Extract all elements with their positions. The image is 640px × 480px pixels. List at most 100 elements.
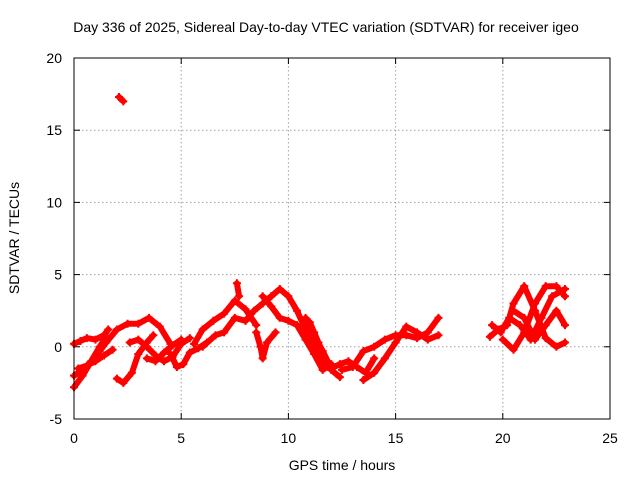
y-tick-label: 10 <box>46 194 62 210</box>
data-point <box>190 339 199 348</box>
data-point <box>305 318 314 327</box>
y-tick-label: 5 <box>54 267 62 283</box>
data-point <box>552 306 561 315</box>
data-series <box>142 335 186 366</box>
data-point <box>318 365 327 374</box>
data-point <box>314 338 323 347</box>
data-point <box>520 328 529 337</box>
data-point <box>370 368 379 377</box>
data-point <box>267 302 276 311</box>
data-point <box>560 292 569 301</box>
data-point <box>530 335 539 344</box>
data-point <box>275 313 284 322</box>
data-point <box>250 306 259 315</box>
data-point <box>160 357 169 366</box>
data-point <box>541 334 550 343</box>
data-point <box>301 313 310 322</box>
data-point <box>292 321 301 330</box>
data-series <box>190 296 261 348</box>
data-point <box>310 350 319 359</box>
x-tick-label: 10 <box>281 430 297 446</box>
x-axis-label: GPS time / hours <box>289 457 396 473</box>
data-point <box>552 282 561 291</box>
data-point <box>252 321 261 330</box>
data-point <box>232 279 241 288</box>
data-point <box>267 292 276 301</box>
data-point <box>509 345 518 354</box>
data-point <box>380 335 389 344</box>
y-tick-label: 15 <box>46 122 62 138</box>
data-point <box>145 313 154 322</box>
data-point <box>151 357 160 366</box>
data-point <box>241 316 250 325</box>
data-series <box>252 328 280 363</box>
data-point <box>530 299 539 308</box>
series-line <box>339 314 442 373</box>
data-point <box>338 365 346 374</box>
data-point <box>275 285 284 294</box>
data-point <box>541 282 550 291</box>
ticks: 0 5 10 15 20 25 -5 0 5 10 15 20 <box>46 50 618 446</box>
data-point <box>505 313 514 322</box>
data-point <box>112 374 121 383</box>
data-point <box>123 319 132 328</box>
data-point <box>335 360 344 369</box>
data-point <box>560 321 569 330</box>
data-point <box>560 338 569 347</box>
data-point <box>166 350 175 359</box>
data-point <box>537 313 546 322</box>
data-point <box>509 306 518 315</box>
data-point <box>258 354 267 363</box>
data-point <box>344 357 353 366</box>
data-point <box>391 338 400 347</box>
data-point <box>211 331 220 340</box>
y-tick-label: 20 <box>46 50 62 66</box>
data-point <box>82 334 91 343</box>
data-point <box>241 305 250 314</box>
data-point <box>91 357 100 366</box>
data-point <box>100 331 109 340</box>
data-point <box>413 328 422 337</box>
data-point <box>125 338 134 347</box>
data-series <box>232 279 244 301</box>
data-point <box>348 363 357 372</box>
data-point <box>509 299 518 308</box>
data-point <box>370 354 379 363</box>
series-line <box>253 329 279 362</box>
data-point <box>185 334 194 343</box>
data-series <box>112 331 158 387</box>
data-point <box>155 322 164 331</box>
data-point <box>160 348 169 357</box>
data-point <box>134 319 143 328</box>
data-point <box>359 376 368 385</box>
data-point <box>541 321 550 330</box>
data-point <box>262 338 271 347</box>
data-point <box>423 335 432 344</box>
y-tick-label: -5 <box>50 411 63 427</box>
data-point <box>102 338 111 347</box>
data-point <box>380 354 389 363</box>
data-point <box>496 328 505 337</box>
data-point <box>198 342 207 351</box>
data-point <box>292 306 301 315</box>
data-point <box>185 348 194 357</box>
x-tick-label: 0 <box>70 430 78 446</box>
data-point <box>115 92 124 101</box>
data-point <box>230 313 239 322</box>
plot-area <box>70 92 569 392</box>
plot-frame <box>73 57 611 420</box>
data-series <box>74 345 117 373</box>
data-point <box>252 328 261 337</box>
data-point <box>112 325 121 334</box>
data-point <box>198 325 207 334</box>
data-point <box>498 335 507 344</box>
data-point <box>179 360 188 369</box>
y-tick-label: 0 <box>54 339 62 355</box>
data-point <box>520 282 529 291</box>
data-point <box>318 347 327 356</box>
series-line <box>510 307 568 343</box>
data-point <box>515 321 524 330</box>
data-point <box>485 332 494 341</box>
data-point <box>149 331 158 340</box>
data-point <box>100 351 109 360</box>
